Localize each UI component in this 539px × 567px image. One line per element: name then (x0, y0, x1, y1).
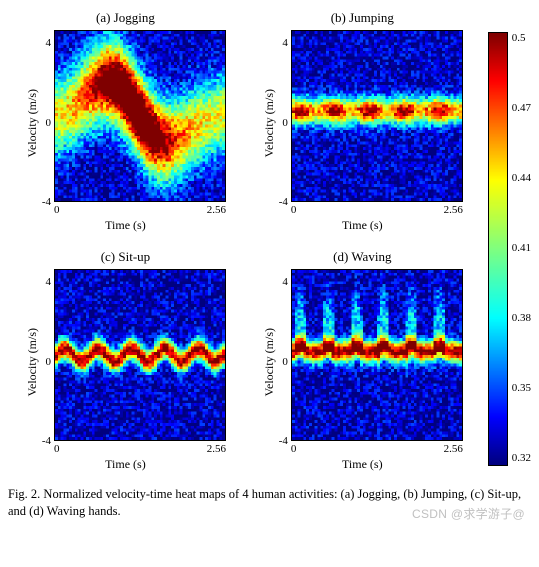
figure-caption: Fig. 2. Normalized velocity-time heat ma… (8, 486, 531, 520)
ylabel: Velocity (m/s) (262, 89, 277, 157)
figure: (a) Jogging Velocity (m/s) 4 0 -4 0 2.56… (8, 10, 531, 472)
panel-c-title: (c) Sit-up (101, 249, 150, 265)
xlabel: Time (s) (105, 457, 146, 472)
panel-c: (c) Sit-up Velocity (m/s) 4 0 -4 0 2.56 … (8, 249, 243, 472)
panel-b: (b) Jumping Velocity (m/s) 4 0 -4 0 2.56… (245, 10, 480, 233)
yticks: 4 0 -4 (279, 277, 288, 447)
yticks: 4 0 -4 (279, 38, 288, 208)
ylabel: Velocity (m/s) (25, 89, 40, 157)
xticks: 0 2.56 (291, 204, 463, 216)
heatmap-b (291, 30, 463, 202)
yticks: 4 0 -4 (42, 277, 51, 447)
panel-d: (d) Waving Velocity (m/s) 4 0 -4 0 2.56 … (245, 249, 480, 472)
xticks: 0 2.56 (54, 204, 226, 216)
xlabel: Time (s) (342, 457, 383, 472)
yticks: 4 0 -4 (42, 38, 51, 208)
panel-d-title: (d) Waving (333, 249, 391, 265)
panel-grid: (a) Jogging Velocity (m/s) 4 0 -4 0 2.56… (8, 10, 480, 472)
watermark: CSDN @求学游子@ (412, 506, 525, 522)
ylabel: Velocity (m/s) (25, 328, 40, 396)
panel-a: (a) Jogging Velocity (m/s) 4 0 -4 0 2.56… (8, 10, 243, 233)
colorbar: 0.5 0.47 0.44 0.41 0.38 0.35 0.32 (488, 10, 531, 472)
xticks: 0 2.56 (291, 443, 463, 455)
xlabel: Time (s) (105, 218, 146, 233)
ylabel: Velocity (m/s) (262, 328, 277, 396)
xlabel: Time (s) (342, 218, 383, 233)
heatmap-c (54, 269, 226, 441)
heatmap-d (291, 269, 463, 441)
panel-b-title: (b) Jumping (331, 10, 394, 26)
colorbar-canvas (488, 32, 508, 466)
colorbar-ticks: 0.5 0.47 0.44 0.41 0.38 0.35 0.32 (512, 32, 531, 464)
xticks: 0 2.56 (54, 443, 226, 455)
panel-a-title: (a) Jogging (96, 10, 155, 26)
heatmap-a (54, 30, 226, 202)
